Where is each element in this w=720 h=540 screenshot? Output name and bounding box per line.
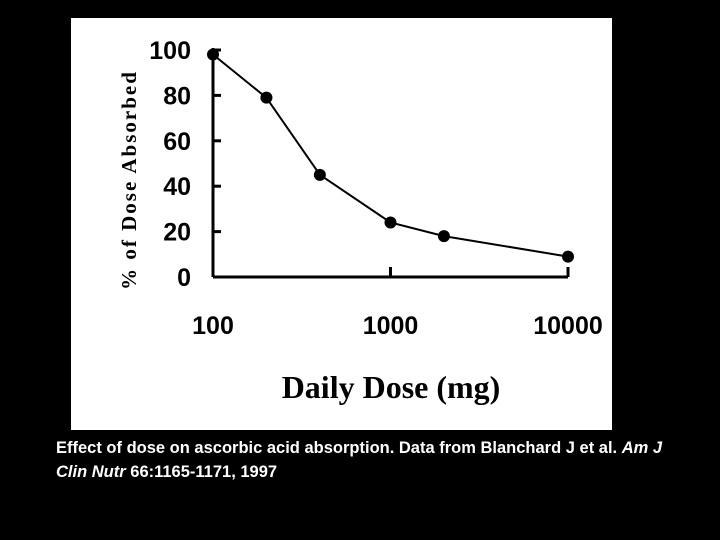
x-axis-label: Daily Dose (mg) — [282, 369, 501, 405]
y-tick-label: 60 — [163, 128, 191, 156]
y-tick-label: 100 — [149, 37, 191, 65]
y-tick-label: 80 — [163, 82, 191, 110]
y-axis-label: % of Dose Absorbed — [117, 70, 141, 290]
series-line — [212, 53, 569, 258]
data-point — [313, 168, 326, 181]
caption-citation: 66:1165-1171, 1997 — [130, 463, 278, 481]
data-point — [207, 48, 219, 61]
x-tick-label: 10000 — [533, 312, 603, 340]
y-tick-label: 40 — [163, 173, 191, 201]
dose-absorption-chart: 0 20 40 60 80 100 100 1000 10000 % of Dose Abso… — [117, 37, 603, 405]
data-point — [562, 250, 574, 263]
data-point — [384, 216, 397, 229]
data-point — [260, 91, 273, 104]
caption-journal: Am J Clin Nutr — [56, 439, 663, 481]
x-tick-label: 1000 — [363, 312, 419, 340]
y-tick-label: 0 — [177, 264, 191, 292]
chart-panel: 0 20 40 60 80 100 100 1000 10000 % of Dose Abso… — [71, 18, 612, 430]
x-tick-label: 100 — [192, 312, 234, 340]
y-tick-label: 20 — [163, 219, 191, 247]
figure-caption: Effect of dose on ascorbic acid absorpti… — [56, 436, 696, 484]
caption-text: Effect of dose on ascorbic acid absorpti… — [56, 439, 618, 457]
data-point — [437, 230, 450, 243]
